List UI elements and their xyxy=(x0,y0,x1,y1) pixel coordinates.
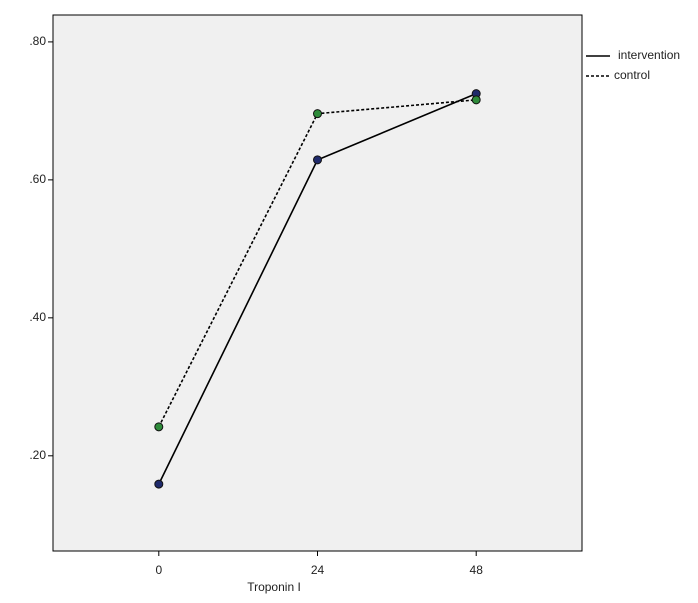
y-tick-label: .60 xyxy=(29,172,46,186)
data-point xyxy=(154,422,164,432)
x-axis-label: Troponin I xyxy=(247,580,301,594)
data-point xyxy=(313,109,322,119)
x-tick-label: 48 xyxy=(470,563,484,577)
data-point xyxy=(313,155,322,165)
data-point xyxy=(471,95,481,105)
x-tick-label: 0 xyxy=(155,563,162,577)
y-tick-label: .80 xyxy=(29,34,46,48)
legend-label: intervention xyxy=(618,48,680,62)
y-tick-label: .20 xyxy=(29,448,46,462)
legend-label: control xyxy=(614,68,650,82)
data-point xyxy=(154,479,164,489)
y-tick-label: .40 xyxy=(29,310,46,324)
plot-area xyxy=(52,14,583,552)
x-tick-label: 24 xyxy=(311,563,325,577)
